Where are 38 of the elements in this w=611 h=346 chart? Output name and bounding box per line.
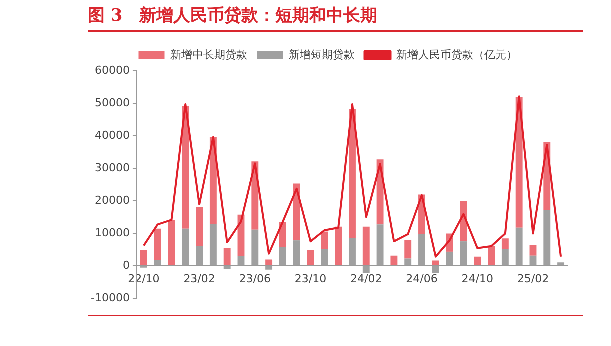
bar xyxy=(335,226,342,266)
bar xyxy=(140,250,148,266)
bar xyxy=(321,232,328,250)
y-tick-label: 20000 xyxy=(94,194,130,207)
y-tick-label: 10000 xyxy=(94,226,130,240)
bar xyxy=(168,220,176,266)
y-tick-label: 30000 xyxy=(94,161,130,174)
bar xyxy=(279,222,286,248)
x-tick-label: 23/10 xyxy=(294,272,327,286)
bar xyxy=(154,228,162,260)
bar xyxy=(266,260,273,266)
y-tick-label: 40000 xyxy=(94,128,130,142)
bar xyxy=(307,250,314,266)
legend-label: 新增中长期贷款 xyxy=(170,48,248,62)
legend-label: 新增人民币贷款（亿元） xyxy=(396,48,518,62)
y-tick-label: -10000 xyxy=(90,291,130,304)
x-tick-label: 22/10 xyxy=(128,272,160,286)
x-tick-label: 23/06 xyxy=(239,272,271,286)
y-tick-label: 60000 xyxy=(94,64,130,77)
x-tick-label: 24/02 xyxy=(350,272,382,286)
chart-title: 图 3 新增人民币贷款：短期和中长期 xyxy=(88,4,583,32)
bar xyxy=(488,246,495,266)
bar xyxy=(530,245,537,256)
bar xyxy=(502,238,509,250)
x-tick-label: 24/06 xyxy=(406,272,438,286)
x-tick-label: 25/02 xyxy=(517,272,550,286)
bar xyxy=(404,240,412,259)
bar xyxy=(196,207,204,246)
x-tick-label: 24/10 xyxy=(462,272,494,286)
x-tick-label: 23/02 xyxy=(184,272,216,286)
y-tick-label: 50000 xyxy=(94,96,130,110)
bar xyxy=(224,248,231,266)
bar xyxy=(432,260,440,266)
y-tick-label: 0 xyxy=(122,258,130,272)
bar xyxy=(474,256,482,266)
bar xyxy=(390,256,398,266)
legend-label: 新增短期贷款 xyxy=(288,48,355,62)
bar xyxy=(362,226,370,266)
